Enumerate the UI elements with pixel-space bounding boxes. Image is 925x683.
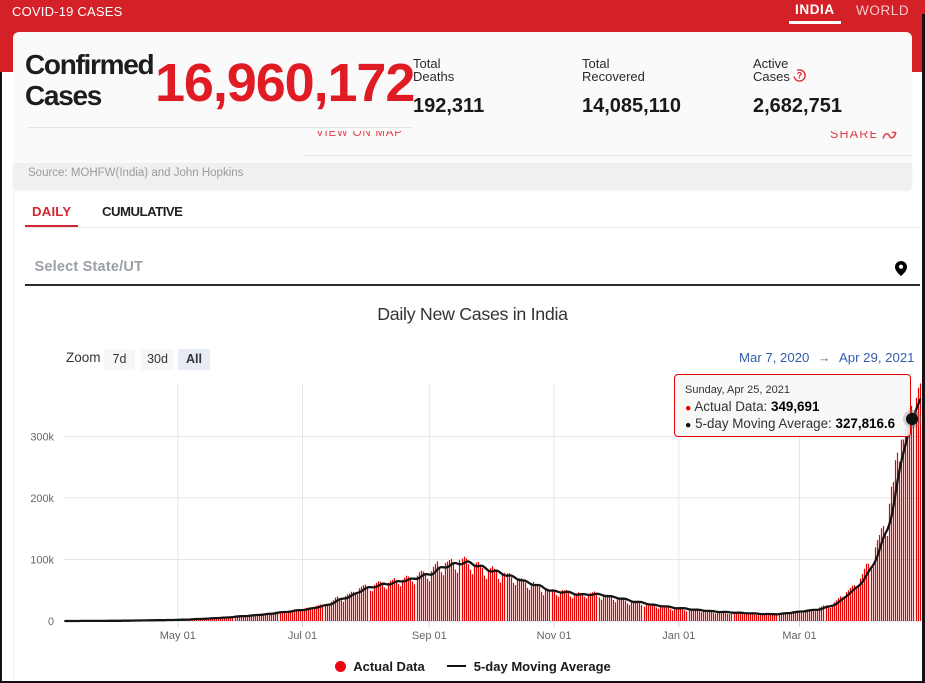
svg-text:May 01: May 01 [160,630,196,642]
svg-text:0: 0 [48,616,54,628]
svg-text:100k: 100k [30,555,54,567]
svg-text:Jan 01: Jan 01 [662,630,695,642]
svg-text:Mar 01: Mar 01 [782,630,816,642]
svg-text:200k: 200k [30,493,54,505]
svg-text:?: ? [797,70,803,80]
svg-text:Sep 01: Sep 01 [412,630,447,642]
svg-text:Jul 01: Jul 01 [288,630,317,642]
svg-text:Nov 01: Nov 01 [537,630,572,642]
svg-text:300k: 300k [30,432,54,444]
